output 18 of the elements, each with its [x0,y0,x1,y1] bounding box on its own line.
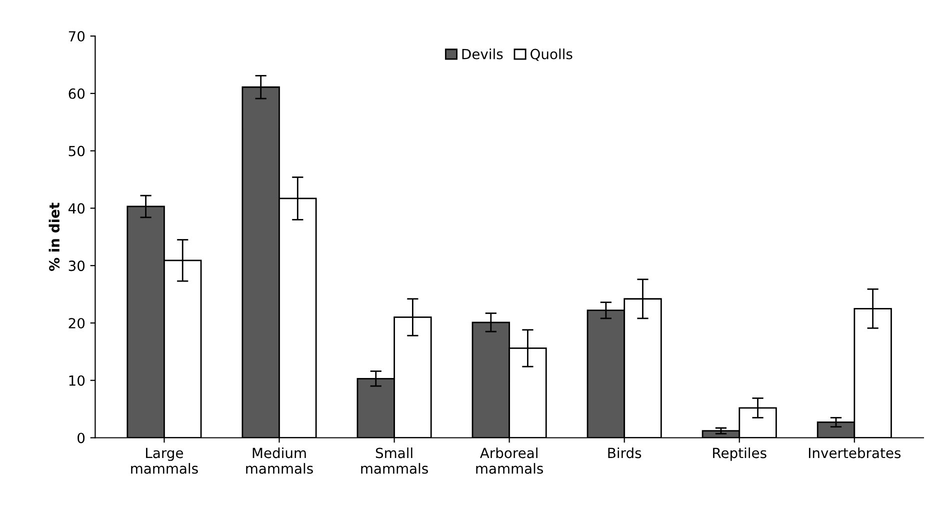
y-tick-label: 20 [68,318,85,328]
x-tick-label: Reptiles [713,447,766,461]
y-tick-label: 40 [68,203,85,214]
x-tick-label: Large mammals [131,448,198,474]
legend-label: Devils [462,48,503,60]
y-tick-label: 70 [68,31,85,42]
y-tick-label: 60 [68,88,85,99]
y-axis-title: % in diet [48,202,60,271]
x-tick-label: Birds [608,447,642,458]
x-tick-label: Small mammals [361,447,428,474]
y-tick-label: 30 [68,260,85,272]
y-tick-label: 50 [68,146,85,156]
x-tick-label: Invertebrates [808,447,901,458]
y-tick-label: 0 [78,432,85,444]
x-tick-label: Arboreal mammals [476,447,543,474]
x-tick-label: Medium mammals [246,447,313,474]
legend-label: Quolls [530,48,572,61]
y-tick-label: 10 [69,375,85,386]
